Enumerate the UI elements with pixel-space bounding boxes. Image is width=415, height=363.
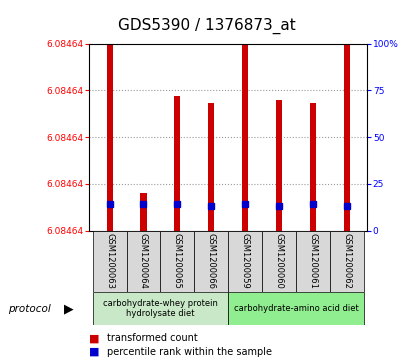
Text: ■: ■ — [89, 333, 100, 343]
Text: ■: ■ — [89, 347, 100, 357]
Bar — [140, 193, 146, 231]
Bar — [174, 96, 181, 231]
Text: GSM1200066: GSM1200066 — [207, 233, 216, 289]
Bar — [276, 99, 282, 231]
Text: GSM1200062: GSM1200062 — [342, 233, 352, 289]
Text: carbohydrate-whey protein
hydrolysate diet: carbohydrate-whey protein hydrolysate di… — [103, 299, 218, 318]
Bar — [296, 231, 330, 292]
Text: GSM1200060: GSM1200060 — [275, 233, 283, 289]
Text: GSM1200061: GSM1200061 — [308, 233, 317, 289]
Bar — [262, 231, 296, 292]
Text: protocol: protocol — [8, 303, 51, 314]
Text: GDS5390 / 1376873_at: GDS5390 / 1376873_at — [118, 18, 296, 34]
Bar — [228, 231, 262, 292]
Text: ▶: ▶ — [64, 302, 74, 315]
Bar — [208, 103, 214, 231]
Text: GSM1200059: GSM1200059 — [241, 233, 250, 289]
Bar — [93, 292, 228, 325]
Bar — [330, 231, 364, 292]
Bar — [107, 44, 112, 231]
Text: carbohydrate-amino acid diet: carbohydrate-amino acid diet — [234, 304, 359, 313]
Text: GSM1200064: GSM1200064 — [139, 233, 148, 289]
Bar — [194, 231, 228, 292]
Text: percentile rank within the sample: percentile rank within the sample — [107, 347, 272, 357]
Bar — [228, 292, 364, 325]
Text: GSM1200065: GSM1200065 — [173, 233, 182, 289]
Bar — [310, 103, 316, 231]
Bar — [93, 231, 127, 292]
Bar — [161, 231, 194, 292]
Text: transformed count: transformed count — [107, 333, 198, 343]
Bar — [127, 231, 161, 292]
Text: GSM1200063: GSM1200063 — [105, 233, 114, 289]
Bar — [242, 44, 248, 231]
Bar — [344, 44, 350, 231]
